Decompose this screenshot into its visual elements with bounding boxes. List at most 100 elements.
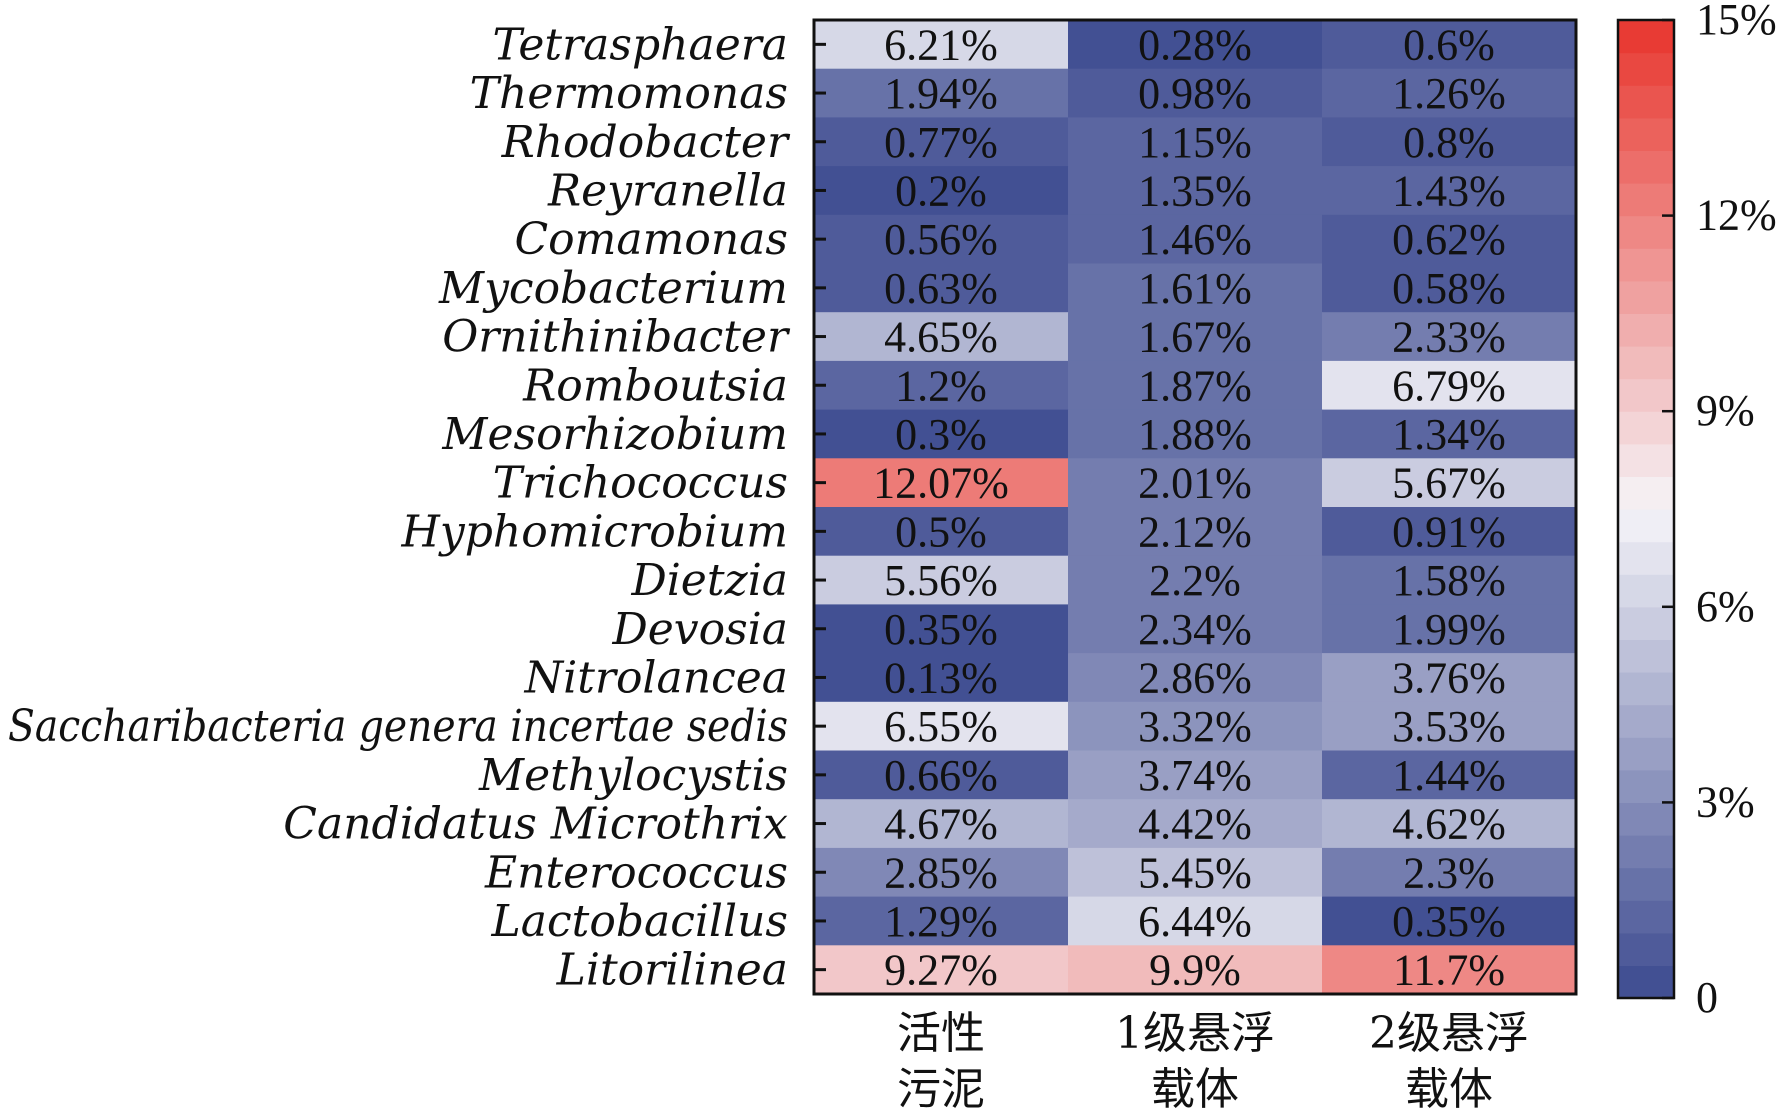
heatmap-cell [1068,312,1323,362]
colorbar-segment [1618,52,1674,86]
colorbar-segment [1618,183,1674,217]
cell-value-label: 1.15% [1138,118,1252,167]
heatmap-cell [1322,117,1577,167]
heatmap-cell [1322,750,1577,800]
heatmap-cell [814,555,1069,605]
column-label: 1级悬浮 [1115,1008,1275,1059]
colorbar-segment [1618,900,1674,934]
heatmap-cell [814,166,1069,216]
cell-value-label: 0.35% [884,605,998,654]
cell-value-label: 0.2% [895,166,987,215]
cell-value-label: 2.2% [1149,556,1241,605]
colorbar-segment [1618,313,1674,347]
cell-value-label: 5.45% [1138,848,1252,897]
cell-value-label: 5.67% [1392,459,1506,508]
cell-value-label: 9.9% [1149,946,1241,995]
heatmap-cell [1322,214,1577,265]
colorbar-segment [1618,20,1674,54]
colorbar-segment [1618,541,1674,575]
cell-value-label: 6.21% [884,20,998,69]
cell-value-label: 0.28% [1138,20,1252,69]
cell-value-label: 2.85% [884,848,998,897]
cell-value-label: 0.91% [1392,507,1506,556]
cell-value-label: 0.5% [895,507,987,556]
colorbar-tick-label: 12% [1696,191,1777,240]
colorbar-segment [1618,606,1674,640]
cell-value-label: 3.74% [1138,751,1252,800]
heatmap-cell [1068,555,1323,605]
row-label: Tetrasphaera [492,19,788,70]
colorbar-frame [1616,18,1676,1000]
row-label: Ornithinibacter [442,312,791,363]
heatmap-cells [814,20,1577,995]
cell-value-label: 1.34% [1392,410,1506,459]
heatmap-cell [1068,458,1323,508]
heatmap-cell [814,847,1069,898]
colorbar-segment [1618,802,1674,836]
cell-value-label: 12.07% [873,459,1009,508]
cell-value-label: 11.7% [1393,946,1505,995]
colorbar-tick-label: 3% [1696,777,1755,826]
heatmap-cell [1068,653,1323,703]
cell-value-label: 4.42% [1138,800,1252,849]
cell-value-label: 0.3% [895,410,987,459]
cell-value-label: 0.62% [1392,215,1506,264]
heatmap-cell [1068,360,1323,411]
heatmap-cell [1068,799,1323,849]
heatmap-cell [814,458,1069,508]
heatmap-cell [814,799,1069,849]
heatmap-cell [1322,507,1577,557]
row-label: Mesorhizobium [441,409,788,460]
colorbar-segment [1618,411,1674,445]
colorbar-segment [1618,280,1674,314]
cell-value-label: 3.32% [1138,702,1252,751]
colorbar-segment [1618,476,1674,510]
heatmap-cell [814,896,1069,946]
heatmap-cell [1068,701,1323,752]
colorbar-segment [1618,965,1674,999]
cell-value-label: 2.12% [1138,507,1252,556]
column-label: 载体 [1405,1064,1493,1113]
heatmap-cell-labels: 6.21% 0.28% 0.6% 1.94% 0.98% 1.26% 0.77% 1.15% 0… [873,20,1506,994]
colorbar-segment [1618,346,1674,380]
heatmap-cell [1322,847,1577,898]
cell-value-label: 2.3% [1403,848,1495,897]
row-label: Comamonas [515,214,788,265]
row-labels: TetrasphaeraThermomonasRhodobacterReyran… [8,19,791,995]
colorbar-segment [1618,672,1674,706]
cell-value-label: 4.67% [884,800,998,849]
colorbar-segment [1618,835,1674,869]
cell-value-label: 0.98% [1138,69,1252,118]
heatmap-cell [1068,166,1323,216]
colorbar-segment [1618,248,1674,282]
heatmap-cell [814,312,1069,362]
colorbar-segment [1618,378,1674,412]
cell-value-label: 0.13% [884,653,998,702]
cell-value-label: 0.66% [884,751,998,800]
row-label: Trichococcus [493,458,788,509]
heatmap-cell [1322,20,1577,70]
colorbar-tick-label: 9% [1696,386,1755,435]
colorbar-segment [1618,932,1674,966]
heatmap-cell [1322,701,1577,752]
row-label: Rhodobacter [501,117,791,168]
column-label: 2级悬浮 [1369,1008,1529,1059]
row-label: Reyranella [547,165,788,216]
heatmap-cell [1322,312,1577,362]
heatmap-cell [1068,847,1323,898]
heatmap-cell [1068,117,1323,167]
row-label: Dietzia [630,555,788,606]
heatmap-frame [812,18,1578,996]
heatmap-cell [1322,458,1577,508]
cell-value-label: 1.35% [1138,166,1252,215]
colorbar-segment [1618,704,1674,738]
colorbar-segment [1618,215,1674,249]
cell-value-label: 1.99% [1392,605,1506,654]
heatmap-cell [1322,799,1577,849]
heatmap-cell [1322,409,1577,459]
cell-value-label: 9.27% [884,946,998,995]
cell-value-label: 1.46% [1138,215,1252,264]
cell-value-label: 0.58% [1392,264,1506,313]
column-label: 活性 [897,1008,985,1059]
